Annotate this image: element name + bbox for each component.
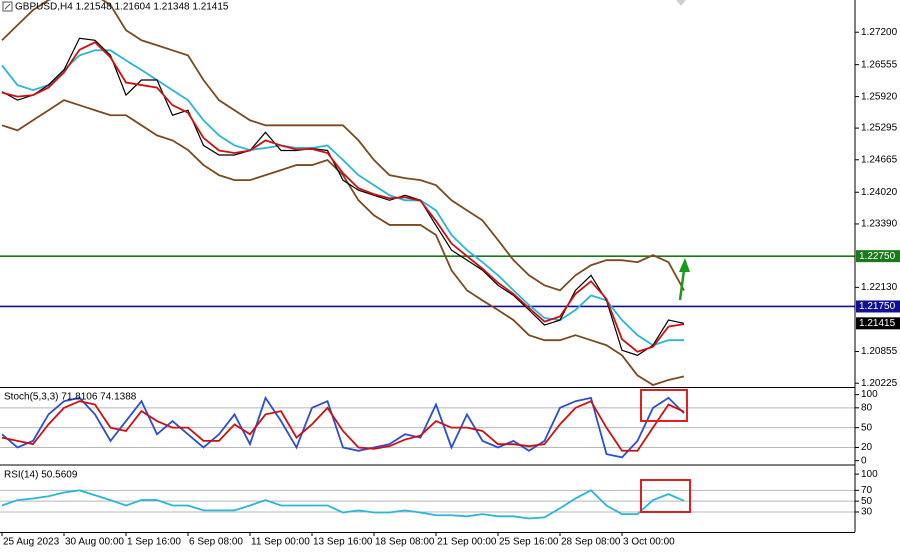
highlight-box: [640, 389, 688, 422]
y-tick-label: 100: [861, 469, 878, 480]
y-tick-label: 80: [861, 402, 873, 413]
y-tick-label: 20: [861, 442, 873, 453]
x-tick-label: 13 Sep 16:00: [313, 537, 373, 548]
scroll-marker: [676, 0, 686, 6]
series-line: [1, 489, 685, 520]
x-tick-label: 1 Sep 16:00: [127, 537, 181, 548]
series-group: [1, 395, 685, 459]
x-tick-label: 21 Sep 00:00: [437, 537, 497, 548]
y-tick-label: 50: [861, 422, 873, 433]
y-tick-label: 1.22130: [861, 282, 898, 293]
price-label-box: [856, 300, 900, 313]
y-tick-label: 1.25920: [861, 91, 898, 102]
y-tick-label: 1.24665: [861, 154, 898, 165]
indicator-title: RSI(14) 50.5609: [4, 470, 78, 481]
price-label: 1.22750: [859, 251, 896, 262]
x-tick-label: 25 Aug 2023: [3, 537, 60, 548]
y-tick-label: 1.26555: [861, 59, 898, 70]
y-tick-label: 1.25295: [861, 123, 898, 134]
y-tick-label: 1.23390: [861, 219, 898, 230]
series-line: [1, 49, 684, 347]
series-line: [1, 99, 685, 386]
y-tick-label: 30: [861, 507, 873, 518]
series-line: [1, 395, 685, 459]
y-tick-label: 50: [861, 496, 873, 507]
price-label-box: [856, 250, 900, 263]
x-tick-label: 6 Sep 08:00: [189, 537, 243, 548]
series-line: [1, 0, 685, 292]
x-tick-label: 30 Aug 00:00: [65, 537, 124, 548]
price-label-box: [856, 317, 900, 330]
x-tick-label: 3 Oct 00:00: [623, 537, 675, 548]
y-tick-label: 1.20855: [861, 346, 898, 357]
series-group: [1, 0, 685, 386]
series-group: [1, 489, 685, 520]
x-tick-label: 25 Sep 16:00: [499, 537, 559, 548]
chart-title: GBPUSD,H4 1.21548 1.21604 1.21348 1.2141…: [15, 2, 229, 13]
y-tick-label: 70: [861, 485, 873, 496]
price-label: 1.21415: [859, 318, 896, 329]
price-label: 1.21750: [859, 301, 896, 312]
y-tick-label: 1.24020: [861, 187, 898, 198]
x-tick-label: 18 Sep 08:00: [375, 537, 435, 548]
y-tick-label: 100: [861, 389, 878, 400]
y-tick-label: 0: [861, 455, 867, 466]
x-tick-label: 11 Sep 00:00: [251, 537, 310, 548]
symbol-icon: [2, 1, 13, 12]
up-arrow: [678, 258, 690, 301]
x-tick-label: 28 Sep 08:00: [561, 537, 621, 548]
y-tick-label: 1.20225: [861, 378, 898, 389]
series-line: [1, 41, 685, 353]
highlight-box: [640, 479, 691, 513]
indicator-title: Stoch(5,3,3) 71.8106 74.1388: [4, 392, 137, 403]
y-tick-label: 1.27200: [861, 27, 898, 38]
series-line: [1, 400, 685, 452]
